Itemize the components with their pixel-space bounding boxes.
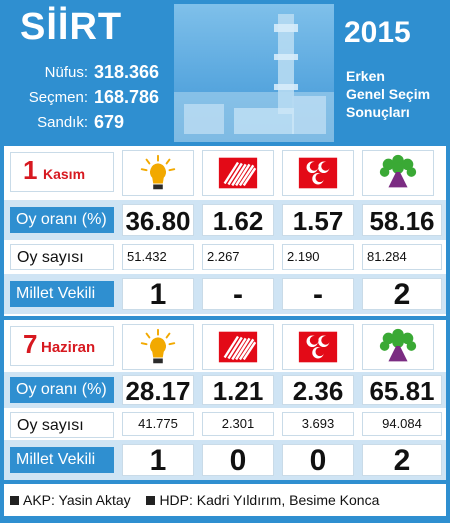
stat-label: Seçmen:	[28, 89, 88, 106]
hdp-vote-count: 94.084	[362, 412, 442, 436]
mhp-logo	[282, 324, 354, 370]
hdp-vote-share: 58.16	[362, 204, 442, 236]
chp-vote-share: 1.21	[202, 375, 274, 406]
hdp-deputy-names: HDP: Kadri Yıldırım, Besime Konca	[159, 492, 380, 508]
chp-vote-count: 2.267	[202, 244, 274, 270]
mhp-vote-count: 3.693	[282, 412, 354, 436]
akp-deputy-names: AKP: Yasin Aktay	[23, 492, 131, 508]
stat-voters: Seçmen: 168.786	[4, 87, 172, 109]
date-day: 1	[23, 155, 38, 185]
chp-vote-share: 1.62	[202, 204, 274, 236]
chp-vote-count: 2.301	[202, 412, 274, 436]
akp-vote-count: 41.775	[122, 412, 194, 436]
akp-vote-share: 36.80	[122, 204, 194, 236]
hdp-vote-count: 81.284	[362, 244, 442, 270]
stat-label: Nüfus:	[44, 64, 88, 81]
chp-deputies: -	[202, 278, 274, 311]
akp-deputies: 1	[122, 278, 194, 311]
six-arrows-icon	[218, 331, 258, 363]
row-label-deputies: Millet Vekili	[10, 281, 114, 307]
akp-logo	[122, 150, 194, 196]
six-arrows-icon	[218, 157, 258, 189]
stat-label: Sandık:	[37, 114, 88, 131]
hdp-logo	[362, 324, 434, 370]
square-bullet-icon	[10, 496, 19, 505]
chp-deputies: 0	[202, 444, 274, 477]
date-badge: 7 Haziran	[10, 326, 114, 366]
stat-population: Nüfus: 318.366	[4, 62, 172, 84]
hdp-logo	[362, 150, 434, 196]
city-photo	[174, 4, 334, 142]
header-stats: SİİRT Nüfus: 318.366 Seçmen: 168.786 San…	[4, 4, 174, 142]
mhp-deputies: -	[282, 278, 354, 311]
akp-vote-count: 51.432	[122, 244, 194, 270]
subtitle-line: Erken	[346, 68, 385, 84]
akp-vote-share: 28.17	[122, 375, 194, 406]
stat-value: 168.786	[94, 87, 160, 107]
row-label-vote-share: Oy oranı (%)	[10, 377, 114, 403]
date-month: Haziran	[41, 339, 96, 356]
mhp-deputies: 0	[282, 444, 354, 477]
mhp-vote-share: 1.57	[282, 204, 354, 236]
lightbulb-icon	[140, 154, 176, 190]
subtitle-line: Genel Seçim	[346, 86, 431, 102]
lightbulb-icon	[140, 328, 176, 364]
mhp-logo	[282, 150, 354, 196]
row-label-vote-share: Oy oranı (%)	[10, 207, 114, 233]
chp-logo	[202, 324, 274, 370]
tree-icon	[379, 154, 417, 188]
three-crescents-icon	[298, 157, 338, 189]
results-panel-kasim: 1 Kasım	[4, 146, 446, 316]
stat-value: 318.366	[94, 62, 160, 82]
results-panel-haziran: 7 Haziran	[4, 320, 446, 480]
square-bullet-icon	[146, 496, 156, 505]
hdp-deputies: 2	[362, 444, 442, 477]
mhp-vote-share: 2.36	[282, 375, 354, 406]
hdp-vote-share: 65.81	[362, 375, 442, 406]
header-title: 2015 Erken Genel Seçim Sonuçları	[334, 4, 446, 142]
row-label-vote-count: Oy sayısı	[10, 244, 114, 270]
election-year: 2015	[344, 16, 411, 49]
minaret-illustration	[174, 14, 334, 142]
akp-deputies: 1	[122, 444, 194, 477]
city-name: SİİRT	[20, 6, 123, 48]
mhp-vote-count: 2.190	[282, 244, 354, 270]
date-badge: 1 Kasım	[10, 152, 114, 192]
hdp-deputies: 2	[362, 278, 442, 311]
row-label-vote-count: Oy sayısı	[10, 412, 114, 438]
three-crescents-icon	[298, 331, 338, 363]
tree-icon	[379, 328, 417, 362]
akp-logo	[122, 324, 194, 370]
subtitle-line: Sonuçları	[346, 104, 410, 120]
row-label-deputies: Millet Vekili	[10, 447, 114, 473]
chp-logo	[202, 150, 274, 196]
stat-ballot-boxes: Sandık: 679	[4, 112, 172, 134]
date-day: 7	[23, 329, 38, 359]
elected-deputies-footer: AKP: Yasin Aktay HDP: Kadri Yıldırım, Be…	[4, 484, 446, 516]
date-month: Kasım	[43, 166, 86, 182]
stat-value: 679	[94, 112, 125, 132]
